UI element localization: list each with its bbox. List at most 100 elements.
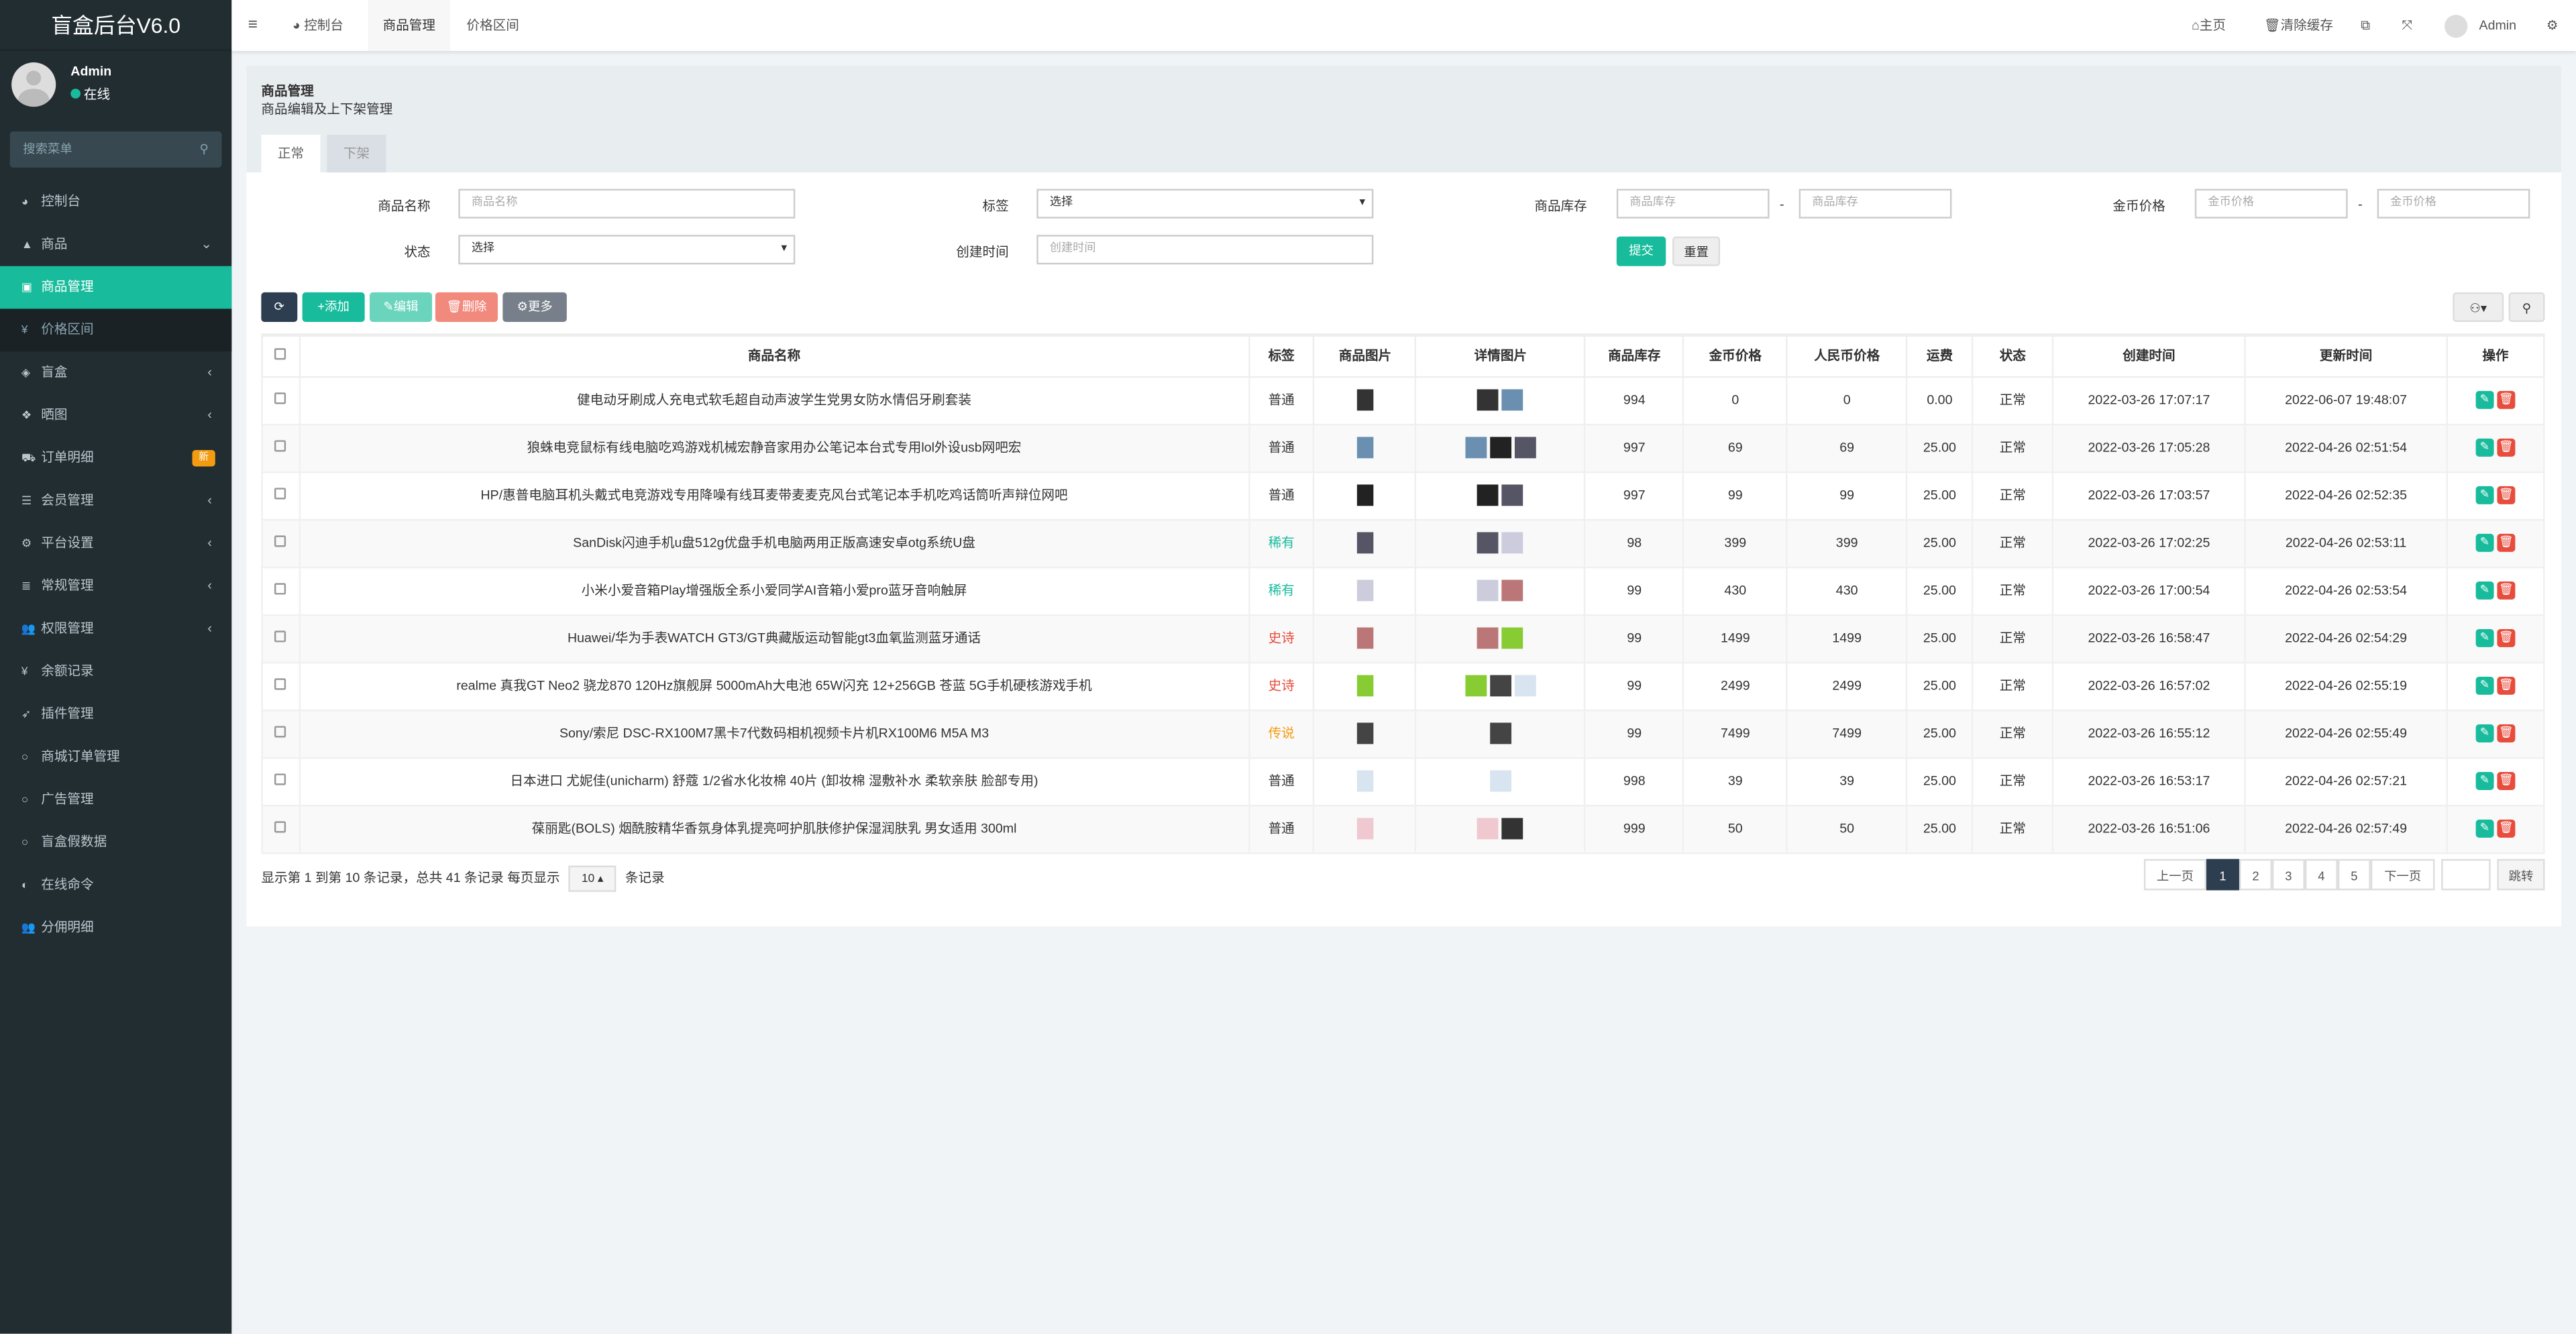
sidebar-item-12[interactable]: ➶ 插件管理 xyxy=(0,693,231,736)
clear-cache-link[interactable]: 🗑清除缓存 xyxy=(2263,17,2333,33)
product-image[interactable] xyxy=(1356,818,1374,840)
sidebar-item-15[interactable]: ○ 盲盒假数据 xyxy=(0,821,231,864)
pagination-prev[interactable]: 上一页 xyxy=(2143,858,2206,891)
detail-image[interactable] xyxy=(1489,722,1511,744)
tab-normal[interactable]: 正常 xyxy=(261,134,321,173)
row-checkbox[interactable] xyxy=(275,535,287,547)
edit-row-icon[interactable]: ✎ xyxy=(2475,772,2494,790)
search-icon[interactable]: ⚲ xyxy=(199,141,209,156)
table-row[interactable]: SanDisk闪迪手机u盘512g优盘手机电脑两用正版高速安卓otg系统U盘 稀… xyxy=(261,518,2545,568)
sidebar-item-0[interactable]: ◕ 控制台 xyxy=(0,180,231,223)
sidebar-item-10[interactable]: 👥 权限管理 ‹ xyxy=(0,608,231,651)
status-select[interactable]: 选择 xyxy=(458,235,796,265)
sidebar-item-11[interactable]: ¥ 余额记录 xyxy=(0,651,231,693)
product-image[interactable] xyxy=(1356,770,1374,792)
detail-image[interactable] xyxy=(1502,579,1524,602)
menu-search-input[interactable]: 搜索菜单 ⚲ xyxy=(9,131,222,168)
table-row[interactable]: 日本进口 尤妮佳(unicharm) 舒蔻 1/2省水化妆棉 40片 (卸妆棉 … xyxy=(261,756,2545,806)
tab-product-management[interactable]: 商品管理 xyxy=(368,0,451,51)
table-row[interactable]: realme 真我GT Neo2 骁龙870 120Hz旗舰屏 5000mAh大… xyxy=(261,661,2545,711)
detail-image[interactable] xyxy=(1502,532,1524,554)
detail-image[interactable] xyxy=(1502,484,1524,506)
gold-min-input[interactable]: 金币价格 xyxy=(2194,188,2348,219)
pagination-page-4[interactable]: 4 xyxy=(2304,858,2338,891)
name-input[interactable]: 商品名称 xyxy=(458,188,796,219)
sidebar-item-9[interactable]: ≣ 常规管理 ‹ xyxy=(0,565,231,608)
detail-image[interactable] xyxy=(1489,437,1511,459)
detail-image[interactable] xyxy=(1477,532,1499,554)
delete-row-icon[interactable]: 🗑 xyxy=(2497,390,2516,409)
sidebar-item-5[interactable]: ❖ 晒图 ‹ xyxy=(0,394,231,437)
page-size-select[interactable]: 10 ▴ xyxy=(568,865,617,892)
product-image[interactable] xyxy=(1356,722,1374,744)
tab-price-range[interactable]: 价格区间 xyxy=(466,17,519,33)
pagination-page-2[interactable]: 2 xyxy=(2239,858,2272,891)
row-checkbox[interactable] xyxy=(275,821,287,833)
select-all-checkbox[interactable] xyxy=(275,348,287,360)
jump-button[interactable]: 跳转 xyxy=(2497,858,2545,891)
tab-dashboard[interactable]: ◕ 控制台 xyxy=(292,17,343,33)
edit-row-icon[interactable]: ✎ xyxy=(2475,820,2494,838)
detail-image[interactable] xyxy=(1502,389,1524,411)
add-button[interactable]: +添加 xyxy=(302,292,365,323)
sidebar-item-7[interactable]: ☰ 会员管理 ‹ xyxy=(0,480,231,522)
sidebar-item-16[interactable]: ◐ 在线命令 xyxy=(0,864,231,907)
product-image[interactable] xyxy=(1356,389,1374,411)
sidebar-item-1[interactable]: ▲ 商品 ⌄ xyxy=(0,223,231,266)
table-row[interactable]: 狼蛛电竞鼠标有线电脑吃鸡游戏机械宏静音家用办公笔记本台式专用lol外设usb网吧… xyxy=(261,423,2545,473)
row-checkbox[interactable] xyxy=(275,440,287,452)
tab-offshelf[interactable]: 下架 xyxy=(327,134,386,173)
delete-row-icon[interactable]: 🗑 xyxy=(2497,676,2516,695)
delete-row-icon[interactable]: 🗑 xyxy=(2497,772,2516,790)
sidebar-item-2[interactable]: ▣ 商品管理 xyxy=(0,266,232,309)
detail-image[interactable] xyxy=(1477,484,1499,506)
detail-image[interactable] xyxy=(1514,675,1536,697)
detail-image[interactable] xyxy=(1514,437,1536,459)
table-row[interactable]: Huawei/华为手表WATCH GT3/GT典藏版运动智能gt3血氧监测蓝牙通… xyxy=(261,613,2545,663)
edit-row-icon[interactable]: ✎ xyxy=(2475,724,2494,742)
sidebar-item-6[interactable]: ⛟ 订单明细新 xyxy=(0,437,231,480)
sidebar-item-3[interactable]: ¥ 价格区间 xyxy=(0,309,232,352)
detail-image[interactable] xyxy=(1465,675,1487,697)
detail-image[interactable] xyxy=(1477,389,1499,411)
delete-row-icon[interactable]: 🗑 xyxy=(2497,581,2516,600)
jump-page-input[interactable] xyxy=(2441,858,2491,891)
gold-max-input[interactable]: 金币价格 xyxy=(2377,188,2530,219)
pagination-next[interactable]: 下一页 xyxy=(2370,858,2435,891)
home-link[interactable]: ⌂主页 xyxy=(2191,17,2226,33)
delete-row-icon[interactable]: 🗑 xyxy=(2497,486,2516,504)
table-row[interactable]: HP/惠普电脑耳机头戴式电竞游戏专用降噪有线耳麦带麦麦克风台式笔记本手机吃鸡话筒… xyxy=(261,470,2545,520)
row-checkbox[interactable] xyxy=(275,630,287,643)
product-image[interactable] xyxy=(1356,675,1374,697)
refresh-button[interactable]: ⟳ xyxy=(261,292,298,323)
detail-image[interactable] xyxy=(1502,627,1524,649)
menu-toggle-icon[interactable]: ≡ xyxy=(248,16,258,35)
edit-row-icon[interactable]: ✎ xyxy=(2475,581,2494,600)
edit-row-icon[interactable]: ✎ xyxy=(2475,628,2494,647)
product-image[interactable] xyxy=(1356,484,1374,506)
row-checkbox[interactable] xyxy=(275,488,287,500)
settings-gears-icon[interactable]: ⚙ xyxy=(2546,17,2559,33)
reset-button[interactable]: 重置 xyxy=(1672,236,1721,266)
delete-row-icon[interactable]: 🗑 xyxy=(2497,724,2516,742)
product-image[interactable] xyxy=(1356,532,1374,554)
tag-select[interactable]: 选择 xyxy=(1036,188,1374,219)
delete-row-icon[interactable]: 🗑 xyxy=(2497,438,2516,457)
sidebar-item-14[interactable]: ○ 广告管理 xyxy=(0,779,231,822)
pagination-page-5[interactable]: 5 xyxy=(2337,858,2371,891)
sidebar-item-17[interactable]: 👥 分佣明细 xyxy=(0,907,231,950)
detail-image[interactable] xyxy=(1489,675,1511,697)
table-row[interactable]: 健电动牙刷成人充电式软毛超自动声波学生党男女防水情侣牙刷套装 普通 994 0 … xyxy=(261,375,2545,425)
table-search-button[interactable]: ⚲ xyxy=(2508,292,2545,323)
table-row[interactable]: Sony/索尼 DSC-RX100M7黑卡7代数码相机视频卡片机RX100M6 … xyxy=(261,708,2545,759)
edit-button[interactable]: ✎编辑 xyxy=(370,292,433,323)
edit-row-icon[interactable]: ✎ xyxy=(2475,676,2494,695)
header-avatar[interactable] xyxy=(2445,15,2468,38)
row-checkbox[interactable] xyxy=(275,392,287,404)
delete-row-icon[interactable]: 🗑 xyxy=(2497,820,2516,838)
product-image[interactable] xyxy=(1356,437,1374,459)
translate-icon[interactable]: ⧉ xyxy=(2361,17,2371,33)
edit-row-icon[interactable]: ✎ xyxy=(2475,533,2494,552)
fullscreen-icon[interactable]: ⤧ xyxy=(2402,17,2413,33)
stock-min-input[interactable]: 商品库存 xyxy=(1616,188,1770,219)
